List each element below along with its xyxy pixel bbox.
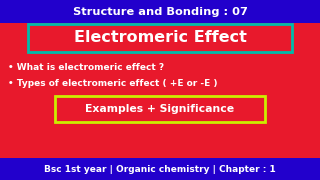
Text: Electromeric Effect: Electromeric Effect [74, 30, 246, 46]
Text: Bsc 1st year | Organic chemistry | Chapter : 1: Bsc 1st year | Organic chemistry | Chapt… [44, 165, 276, 174]
Text: • What is electromeric effect ?: • What is electromeric effect ? [8, 64, 164, 73]
Bar [0, 158, 320, 180]
FancyBboxPatch shape [28, 24, 292, 52]
Text: Examples + Significance: Examples + Significance [85, 104, 235, 114]
Bar [0, 0, 320, 23]
Text: • Types of electromeric effect ( +E or -E ): • Types of electromeric effect ( +E or -… [8, 80, 218, 89]
FancyBboxPatch shape [55, 96, 265, 122]
Text: Structure and Bonding : 07: Structure and Bonding : 07 [73, 7, 247, 17]
